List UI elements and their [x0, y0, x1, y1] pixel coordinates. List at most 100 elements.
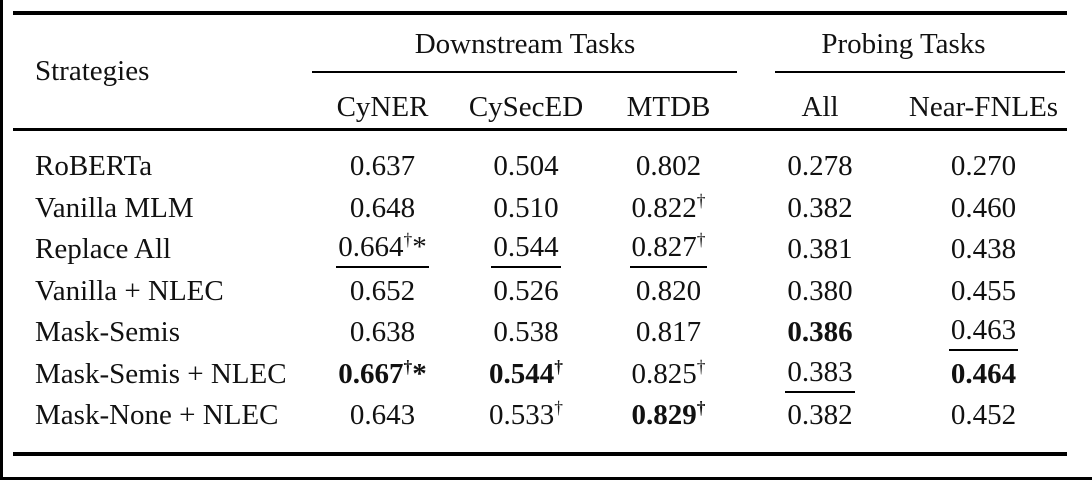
- value-cell: 0.463: [900, 314, 1067, 352]
- cell-value: 0.667†*: [338, 356, 427, 390]
- table-row: RoBERTa 0.637 0.504 0.802 0.278 0.270: [13, 146, 1067, 188]
- cell-value: 0.664†*: [336, 229, 429, 269]
- value-cell: 0.510: [455, 192, 597, 225]
- cell-value: 0.382: [787, 399, 853, 432]
- value-cell: 0.386: [740, 316, 900, 349]
- dagger-marker: †: [403, 229, 413, 250]
- row-label: Vanilla MLM: [35, 191, 194, 224]
- column-header-row: CyNER CySecED MTDB All Near-FNLEs: [13, 86, 1067, 128]
- value-cell: 0.667†*: [310, 356, 455, 391]
- value-cell: 0.383: [740, 356, 900, 393]
- value-cell: 0.533†: [455, 399, 597, 432]
- row-label: Mask-Semis: [35, 316, 180, 349]
- value-cell: 0.643: [310, 399, 455, 432]
- cell-value: 0.526: [493, 274, 559, 307]
- column-header-cyseced: CySecED: [468, 90, 584, 123]
- table-row: Replace All 0.664†* 0.544 0.827† 0.381 0…: [13, 229, 1067, 271]
- table-toprule: [13, 11, 1067, 15]
- value-cell: 0.820: [597, 275, 740, 308]
- column-header-all: All: [801, 90, 839, 123]
- value-cell: 0.648: [310, 192, 455, 225]
- value-cell: 0.544: [455, 231, 597, 269]
- cell-value: 0.438: [950, 233, 1017, 266]
- value-cell: 0.638: [310, 316, 455, 349]
- row-label: Mask-Semis + NLEC: [35, 357, 287, 390]
- cell-value: 0.829†: [631, 397, 706, 432]
- row-label: RoBERTa: [35, 150, 153, 183]
- group-header-probing-tasks: Probing Tasks: [821, 27, 986, 60]
- cell-value: 0.825†: [631, 356, 706, 390]
- results-table: Strategies Downstream Tasks Probing Task…: [13, 0, 1067, 480]
- value-cell: 0.652: [310, 275, 455, 308]
- cell-value: 0.383: [785, 356, 855, 393]
- page-frame-left-border: [0, 0, 3, 480]
- table-row: Vanilla + NLEC 0.652 0.526 0.820 0.380 0…: [13, 271, 1067, 313]
- table-midrule: [13, 128, 1067, 131]
- value-cell: 0.664†*: [310, 229, 455, 269]
- row-label: Mask-None + NLEC: [35, 399, 279, 432]
- cell-value: 0.802: [635, 150, 702, 183]
- cell-value: 0.544: [491, 231, 561, 269]
- cell-value: 0.510: [493, 191, 559, 224]
- value-cell: 0.526: [455, 275, 597, 308]
- value-cell: 0.270: [900, 150, 1067, 183]
- value-cell: 0.544†: [455, 356, 597, 391]
- cell-value: 0.820: [635, 274, 702, 307]
- column-header-mtdb: MTDB: [626, 90, 711, 123]
- column-header-near-fnles: Near-FNLEs: [908, 90, 1059, 123]
- dagger-marker: †: [696, 229, 706, 250]
- cell-value: 0.504: [493, 150, 559, 183]
- cell-value: 0.382: [787, 191, 853, 224]
- cell-value: 0.817: [635, 316, 702, 349]
- cell-value: 0.538: [493, 316, 559, 349]
- cell-value: 0.652: [349, 274, 416, 307]
- value-cell: 0.278: [740, 150, 900, 183]
- cell-value: 0.380: [787, 274, 853, 307]
- dagger-marker: †: [403, 356, 413, 377]
- cell-value: 0.643: [349, 399, 416, 432]
- cell-value: 0.463: [948, 314, 1019, 352]
- table-bottomrule: [13, 452, 1067, 456]
- cell-value: 0.544†: [489, 356, 563, 390]
- cmidrule-downstream: [312, 71, 737, 73]
- dagger-marker: †: [696, 190, 706, 211]
- value-cell: 0.382: [740, 192, 900, 225]
- value-cell: 0.637: [310, 150, 455, 183]
- table-row: Mask-Semis + NLEC 0.667†* 0.544† 0.825† …: [13, 354, 1067, 396]
- cell-value: 0.822†: [631, 190, 706, 224]
- value-cell: 0.822†: [597, 190, 740, 225]
- value-cell: 0.825†: [597, 356, 740, 391]
- value-cell: 0.817: [597, 316, 740, 349]
- dagger-marker: †: [696, 356, 706, 377]
- cell-value: 0.381: [787, 233, 853, 266]
- value-cell: 0.504: [455, 150, 597, 183]
- value-cell: 0.455: [900, 275, 1067, 308]
- dagger-marker: †: [554, 397, 563, 418]
- page-frame-bottom-border: [0, 477, 1092, 480]
- column-header-cyner: CyNER: [336, 90, 429, 123]
- row-label: Replace All: [35, 233, 172, 266]
- value-cell: 0.827†: [597, 229, 740, 269]
- table-body: RoBERTa 0.637 0.504 0.802 0.278 0.270 Va…: [13, 146, 1067, 437]
- table-row: Vanilla MLM 0.648 0.510 0.822† 0.382 0.4…: [13, 188, 1067, 230]
- cell-value: 0.452: [950, 399, 1017, 432]
- value-cell: 0.438: [900, 233, 1067, 266]
- cell-value: 0.648: [349, 191, 416, 224]
- value-cell: 0.464: [900, 358, 1067, 391]
- cell-value: 0.533†: [489, 397, 563, 432]
- dagger-marker: †: [554, 356, 563, 377]
- value-cell: 0.460: [900, 192, 1067, 225]
- cmidrule-probing: [775, 71, 1065, 73]
- column-header-strategies: Strategies: [35, 55, 150, 87]
- cell-value: 0.270: [950, 150, 1017, 183]
- dagger-marker: †: [696, 397, 706, 418]
- cell-value: 0.464: [950, 357, 1017, 390]
- group-header-downstream-tasks: Downstream Tasks: [414, 27, 636, 60]
- cell-value: 0.638: [349, 316, 416, 349]
- cell-value: 0.460: [950, 191, 1017, 224]
- value-cell: 0.452: [900, 399, 1067, 432]
- table-row: Mask-None + NLEC 0.643 0.533† 0.829† 0.3…: [13, 395, 1067, 437]
- value-cell: 0.380: [740, 275, 900, 308]
- value-cell: 0.538: [455, 316, 597, 349]
